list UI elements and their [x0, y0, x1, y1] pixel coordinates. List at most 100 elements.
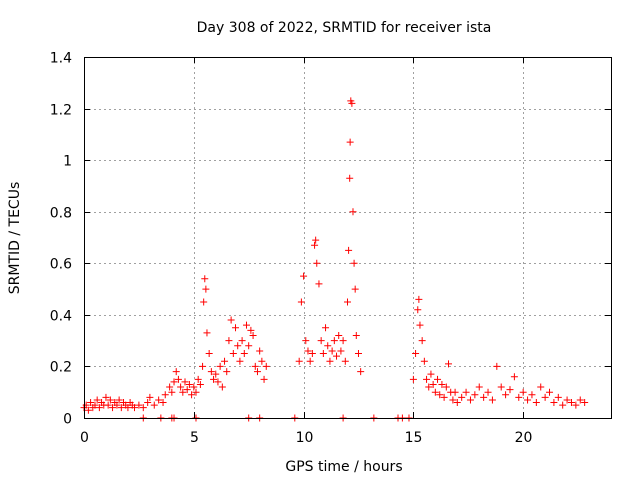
data-point — [423, 375, 431, 383]
data-point — [146, 393, 154, 401]
data-point — [349, 208, 357, 216]
data-point — [113, 401, 121, 409]
data-point — [177, 383, 185, 391]
data-point — [109, 404, 117, 412]
data-point — [576, 396, 584, 404]
data-point — [510, 373, 518, 381]
data-point — [436, 391, 444, 399]
data-point — [256, 347, 264, 355]
data-point — [541, 393, 549, 401]
data-point — [201, 275, 209, 283]
x-tick-label: 15 — [405, 430, 423, 446]
data-point — [238, 337, 246, 345]
data-point — [488, 396, 496, 404]
x-tick-label: 5 — [190, 430, 199, 446]
data-point — [159, 399, 167, 407]
data-point — [341, 357, 349, 365]
data-point — [205, 350, 213, 358]
data-point — [168, 388, 176, 396]
data-point — [308, 350, 316, 358]
chart-title: Day 308 of 2022, SRMTID for receiver ist… — [197, 20, 492, 36]
x-tick-label: 0 — [80, 430, 89, 446]
data-point — [471, 391, 479, 399]
data-point — [91, 401, 99, 409]
data-point — [415, 295, 423, 303]
data-point — [351, 285, 359, 293]
x-axis-label: GPS time / hours — [285, 459, 402, 475]
data-point — [300, 272, 308, 280]
y-tick-label: 0 — [63, 412, 72, 428]
data-point — [262, 362, 270, 370]
data-point — [458, 393, 466, 401]
data-point — [216, 362, 224, 370]
grid-lines — [84, 57, 611, 418]
data-point — [431, 388, 439, 396]
data-point — [409, 375, 417, 383]
data-point — [438, 380, 446, 388]
data-point — [106, 396, 114, 404]
data-point — [418, 337, 426, 345]
data-point — [559, 401, 567, 409]
data-point — [155, 396, 163, 404]
data-point — [440, 393, 448, 401]
data-point — [344, 298, 351, 306]
data-point — [337, 347, 345, 355]
data-point — [84, 406, 92, 414]
data-point — [497, 383, 505, 391]
data-point — [350, 259, 358, 267]
x-tick-label: 20 — [515, 430, 533, 446]
data-point — [345, 246, 353, 254]
data-point — [532, 399, 540, 407]
data-point — [346, 138, 354, 146]
data-point — [546, 388, 554, 396]
data-point — [324, 342, 332, 350]
data-point — [258, 357, 266, 365]
data-point — [449, 396, 457, 404]
data-point — [581, 399, 589, 407]
data-point — [247, 326, 255, 334]
data-point — [442, 383, 450, 391]
data-point — [212, 370, 220, 378]
data-point — [251, 362, 259, 370]
data-point — [218, 383, 226, 391]
data-point — [445, 360, 453, 368]
y-tick-label: 1.2 — [50, 103, 72, 119]
data-point — [144, 399, 152, 407]
data-point — [190, 383, 198, 391]
data-point — [249, 331, 257, 339]
data-point — [124, 404, 132, 412]
data-point — [311, 241, 319, 249]
data-point — [174, 375, 182, 383]
data-point — [179, 388, 187, 396]
data-point — [326, 357, 334, 365]
data-point — [223, 368, 231, 376]
data-point — [196, 380, 204, 388]
y-axis-label: SRMTID / TECUs — [7, 182, 23, 295]
data-point — [150, 401, 158, 409]
data-point — [161, 391, 169, 399]
data-point — [528, 391, 536, 399]
data-point — [554, 393, 562, 401]
data-point — [429, 380, 437, 388]
data-point — [102, 393, 110, 401]
data-point — [240, 350, 248, 358]
data-point — [480, 393, 488, 401]
data-point — [214, 378, 222, 386]
data-point — [82, 401, 90, 409]
y-tick-label: 1 — [63, 154, 72, 170]
data-point — [207, 368, 215, 376]
data-point — [317, 337, 325, 345]
data-point — [185, 380, 193, 388]
data-point — [572, 401, 580, 409]
data-point — [170, 378, 178, 386]
data-point — [95, 404, 103, 412]
y-tick-label: 0.8 — [50, 206, 72, 222]
data-point — [104, 401, 112, 409]
data-point — [236, 357, 244, 365]
data-point — [297, 298, 305, 306]
data-point — [203, 329, 211, 337]
data-point — [210, 375, 218, 383]
data-point — [416, 321, 424, 329]
data-point — [330, 337, 338, 345]
data-point — [434, 375, 442, 383]
